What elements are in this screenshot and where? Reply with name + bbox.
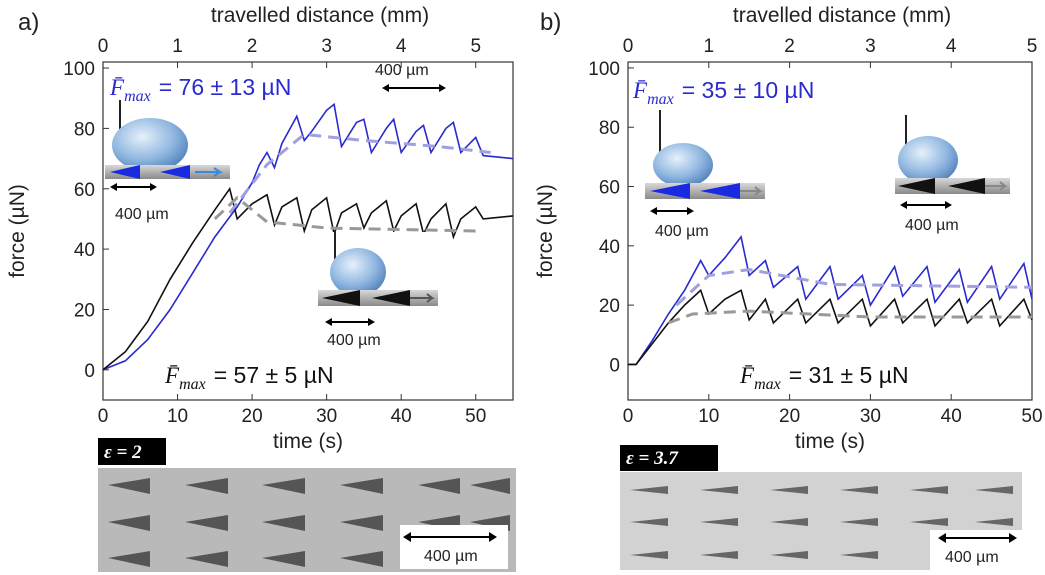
inset-label: 400 µm	[115, 206, 169, 223]
y-tick-label: 100	[63, 59, 95, 80]
x-tick-label: 10	[698, 406, 719, 427]
x-tick-label: 0	[98, 406, 109, 427]
plot-frame	[627, 61, 1033, 401]
mean-line	[228, 132, 491, 214]
x2-axis-label: travelled distance (mm)	[211, 4, 429, 27]
inset-droplet: 400 µm	[645, 110, 765, 240]
y-tick-label: 20	[599, 296, 620, 317]
x-tick-label: 20	[779, 406, 800, 427]
panel-label: b)	[540, 9, 561, 36]
micrograph-b: 400 µm ε = 3.7	[620, 445, 1022, 570]
x-tick-label: 10	[167, 406, 188, 427]
x2-tick-label: 3	[321, 36, 332, 57]
y-tick-label: 40	[599, 237, 620, 258]
x2-tick-label: 1	[704, 36, 715, 57]
force-line	[628, 288, 1033, 366]
annotation-subscript: max	[754, 376, 781, 393]
x-tick-label: 20	[242, 406, 263, 427]
mean-line	[667, 309, 1032, 325]
x2-tick-label: 2	[784, 36, 795, 57]
x-tick-label: 30	[316, 406, 337, 427]
inset-label: 400 µm	[327, 332, 381, 349]
inset-droplet: 400 µm	[318, 230, 438, 349]
annotation-subscript: max	[647, 91, 674, 108]
annotation-text: = 31 ± 5 µN	[789, 362, 909, 388]
panel-label: a)	[18, 9, 39, 36]
y-tick-label: 60	[599, 178, 620, 199]
x-tick-label: 50	[1021, 406, 1042, 427]
y-axis-label: force (µN)	[534, 184, 557, 278]
inset-droplet: 400 µm	[895, 115, 1010, 234]
annotation-text: = 76 ± 13 µN	[159, 74, 292, 100]
mean-line	[675, 267, 1033, 307]
inset-label: 400 µm	[375, 62, 429, 79]
force-line	[102, 102, 514, 371]
annotation-symbol: F̄	[632, 78, 648, 103]
annotation: F̄max = 31 ± 5 µN	[739, 362, 909, 393]
x2-tick-label: 4	[396, 36, 407, 57]
annotation: F̄max = 35 ± 10 µN	[632, 77, 814, 108]
annotation-subscript: max	[124, 88, 151, 105]
x-tick-label: 50	[465, 406, 486, 427]
scale-label: 400 µm	[424, 548, 478, 565]
x-tick-label: 30	[860, 406, 881, 427]
y-tick-label: 40	[74, 240, 95, 261]
micrograph-a: 400 µm ε = 2	[98, 438, 516, 572]
y-tick-label: 100	[588, 59, 620, 80]
x-axis-label: time (s)	[273, 430, 343, 453]
y-tick-label: 80	[599, 118, 620, 139]
annotation-subscript: max	[179, 376, 206, 393]
x-axis-label: time (s)	[795, 430, 865, 453]
y-tick-label: 60	[74, 180, 95, 201]
annotation-symbol: F̄	[164, 363, 180, 388]
x2-tick-label: 2	[247, 36, 258, 57]
annotation: F̄max = 76 ± 13 µN	[109, 74, 291, 105]
x2-tick-label: 5	[1027, 36, 1038, 57]
inset-label: 400 µm	[655, 223, 709, 240]
y-tick-label: 20	[74, 300, 95, 321]
inset-droplet: 400 µm 400 µm	[105, 62, 446, 223]
scale-label: 400 µm	[945, 549, 999, 566]
x-tick-label: 40	[391, 406, 412, 427]
inset-label: 400 µm	[905, 217, 959, 234]
annotation-text: = 35 ± 10 µN	[682, 77, 815, 103]
image-label: ε = 3.7	[626, 448, 679, 469]
x-tick-label: 0	[623, 406, 634, 427]
x-tick-label: 40	[941, 406, 962, 427]
x2-tick-label: 1	[172, 36, 183, 57]
mean-line	[213, 195, 476, 233]
annotation-symbol: F̄	[109, 75, 125, 100]
y-tick-label: 80	[74, 119, 95, 140]
annotation-symbol: F̄	[739, 363, 755, 388]
annotation: F̄max = 57 ± 5 µN	[164, 362, 334, 393]
annotation-text: = 57 ± 5 µN	[214, 362, 334, 388]
plot-frame	[102, 61, 514, 401]
y-tick-label: 0	[609, 355, 620, 376]
x2-tick-label: 4	[946, 36, 957, 57]
x2-tick-label: 0	[98, 36, 109, 57]
image-label: ε = 2	[104, 442, 142, 463]
y-axis-label: force (µN)	[6, 184, 29, 278]
x2-tick-label: 3	[865, 36, 876, 57]
y-tick-label: 0	[84, 361, 95, 382]
x2-tick-label: 0	[623, 36, 634, 57]
x2-axis-label: travelled distance (mm)	[733, 4, 951, 27]
x2-tick-label: 5	[470, 36, 481, 57]
